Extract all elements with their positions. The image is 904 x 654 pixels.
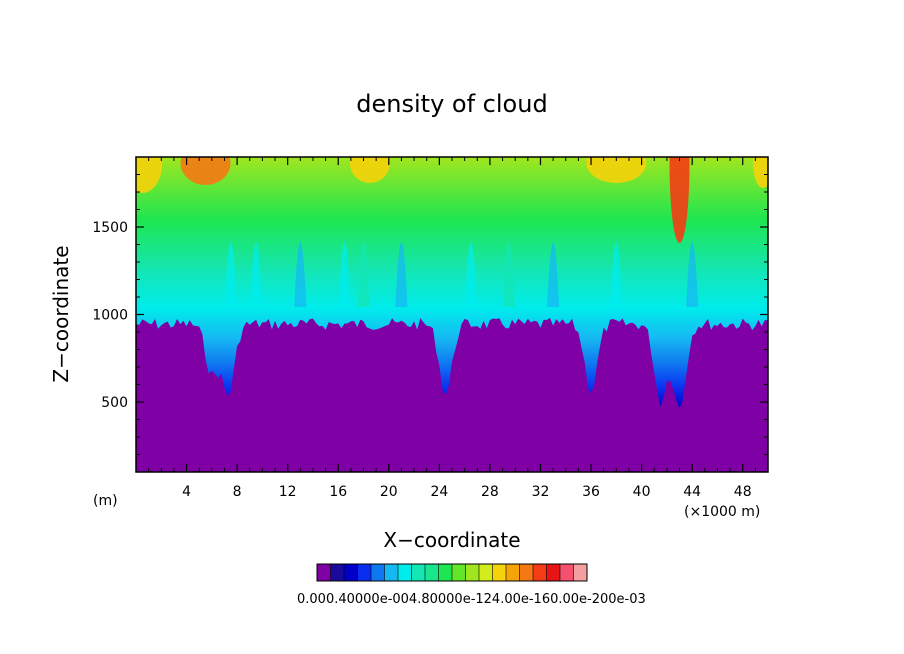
- heatmap-field: [136, 157, 768, 472]
- colorbar-swatch: [560, 564, 574, 581]
- x-tick-label: 20: [380, 484, 398, 500]
- colorbar-swatch: [384, 564, 399, 581]
- x-tick-label: 8: [233, 484, 242, 500]
- colorbar-swatch: [357, 564, 372, 581]
- cloud-plume: [464, 242, 477, 307]
- cloud-plume: [294, 242, 307, 307]
- cloud-plume: [395, 242, 408, 307]
- x-axis-label: X−coordinate: [383, 528, 520, 552]
- x-tick-label: 44: [683, 484, 701, 500]
- colorbar-swatch: [479, 564, 493, 581]
- cloud-layer: [136, 157, 768, 409]
- colorbar-swatch: [492, 564, 507, 581]
- colorbar-swatch: [371, 564, 385, 581]
- colorbar-swatch: [438, 564, 453, 581]
- cloud-dense-spot: [586, 157, 647, 183]
- colorbar-swatch: [452, 564, 466, 581]
- x-unit-right: (×1000 m): [684, 504, 760, 520]
- y-tick-label: 1000: [92, 308, 128, 324]
- colorbar-swatch: [546, 564, 561, 581]
- colorbar-swatch: [398, 564, 412, 581]
- cloud-region: [136, 157, 768, 409]
- x-tick-label: 24: [430, 484, 448, 500]
- cloud-plume: [357, 242, 370, 307]
- cloud-plume: [686, 242, 699, 307]
- x-tick-label: 32: [532, 484, 550, 500]
- x-tick-label: 12: [279, 484, 297, 500]
- cloud-plume: [338, 242, 351, 307]
- colorbar-swatch: [533, 564, 547, 581]
- colorbar-swatch: [465, 564, 480, 581]
- x-axis: 4 8 12 16 20 24 28 32 36 40 44 48: [148, 157, 756, 500]
- colorbar-swatch: [519, 564, 534, 581]
- cloud-dense-spot: [669, 157, 690, 243]
- y-tick-label: 500: [101, 395, 128, 411]
- x-tick-label: 40: [633, 484, 651, 500]
- y-tick-label: 1500: [92, 220, 128, 236]
- colorbar-swatch: [506, 564, 520, 581]
- cloud-dense-spot: [349, 157, 390, 183]
- colorbar-swatch: [317, 564, 331, 581]
- cloud-plume: [610, 242, 623, 307]
- x-tick-label: 28: [481, 484, 499, 500]
- cloud-plume: [547, 242, 560, 307]
- colorbar-swatch: [330, 564, 345, 581]
- x-tick-label: 36: [582, 484, 600, 500]
- colorbar-swatch: [411, 564, 426, 581]
- x-tick-label: 48: [734, 484, 752, 500]
- colorbar-swatch: [425, 564, 439, 581]
- cloud-dense-spot: [136, 157, 163, 193]
- cloud-plume: [502, 242, 515, 307]
- y-axis: 500 1000 1500: [92, 174, 768, 455]
- chart-title: density of cloud: [356, 90, 547, 118]
- x-tick-label: 16: [329, 484, 347, 500]
- colorbar-swatch: [573, 564, 588, 581]
- cloud-plume: [224, 242, 237, 307]
- colorbar-labels: 0.000.40000e-004.80000e-124.00e-160.00e-…: [297, 592, 646, 607]
- cloud-dense-spot: [752, 157, 768, 188]
- cloud-dense-spot: [180, 157, 231, 185]
- x-unit-left: (m): [93, 493, 118, 509]
- y-axis-label: Z−coordinate: [49, 245, 73, 382]
- colorbar-swatch: [344, 564, 358, 581]
- x-tick-label: 4: [182, 484, 191, 500]
- cloud-plume: [250, 242, 263, 307]
- colorbar: [316, 563, 588, 582]
